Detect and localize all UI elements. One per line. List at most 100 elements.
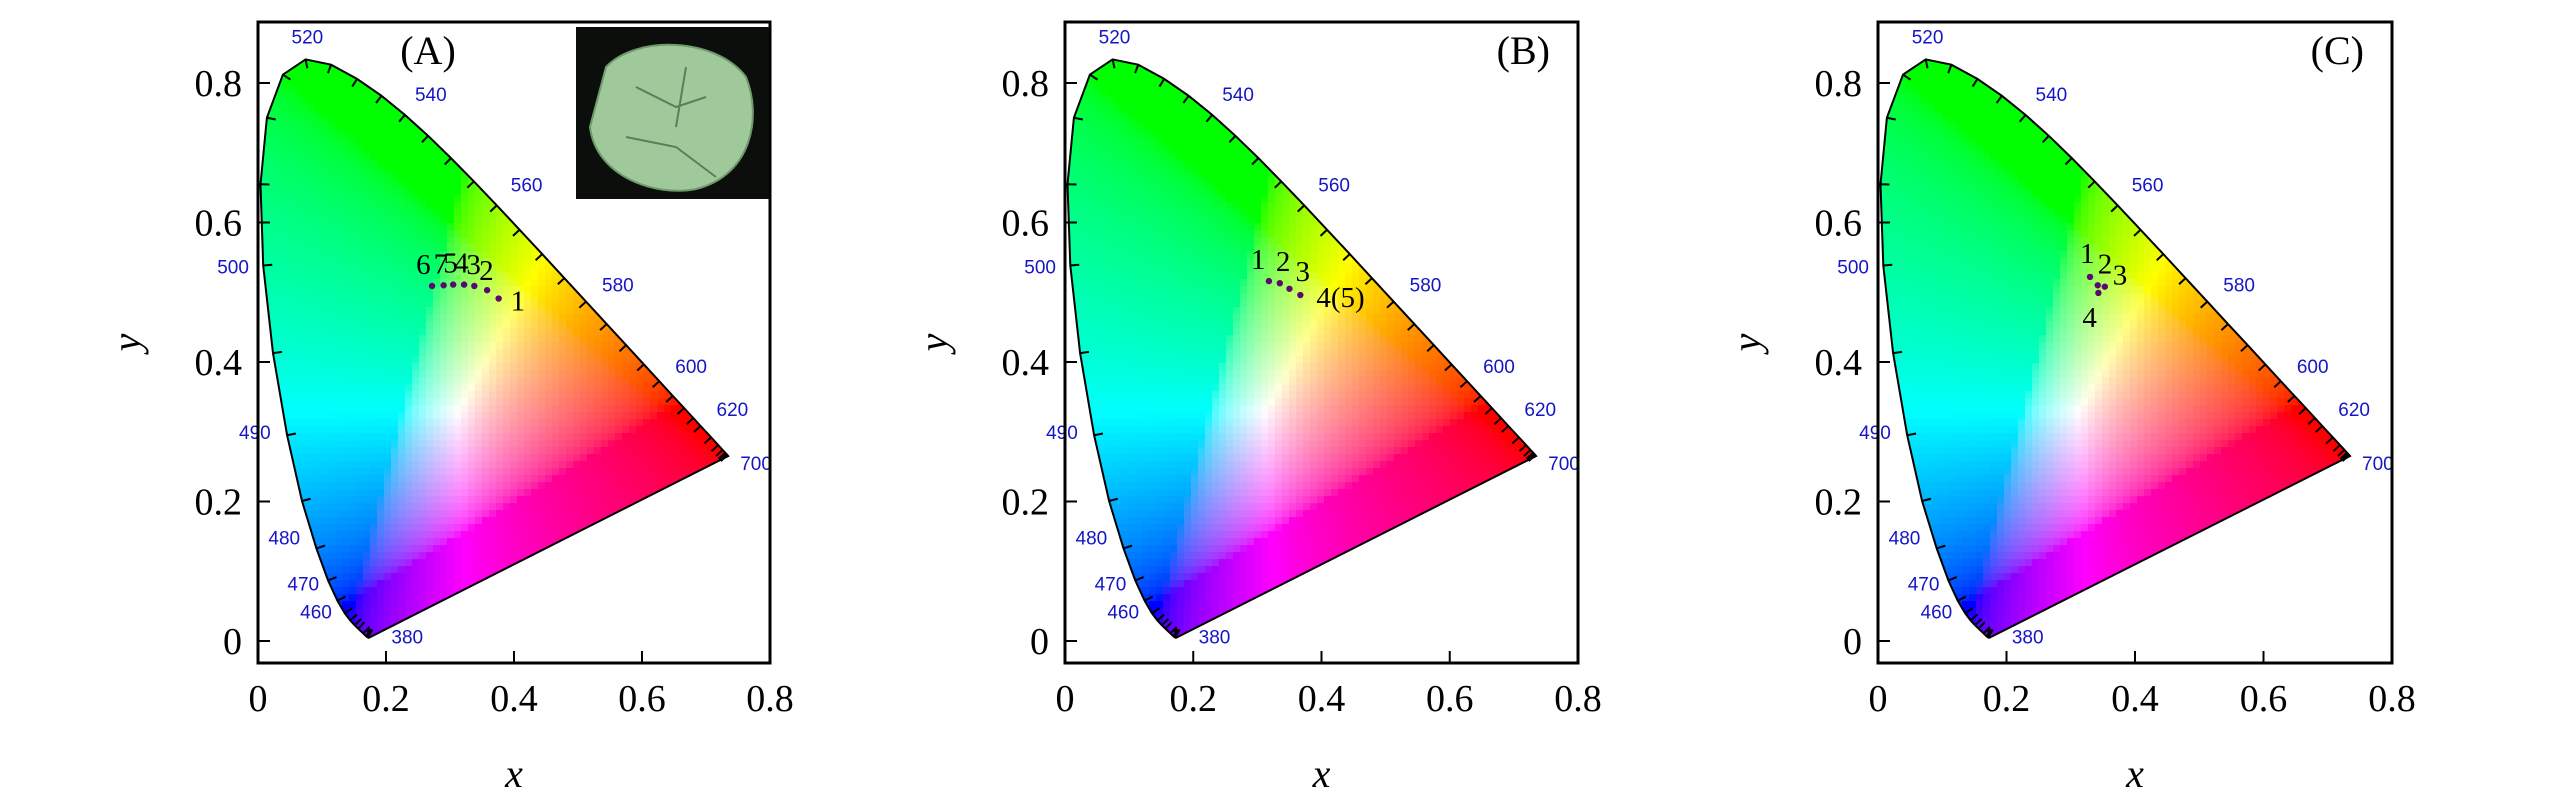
locus-tick	[1525, 451, 1534, 460]
locus-tick	[1156, 613, 1165, 622]
wavelength-label: 700	[1548, 454, 1580, 475]
data-point	[1276, 279, 1284, 287]
locus-tick	[336, 595, 346, 602]
wavelength-label: 480	[1889, 528, 1921, 549]
locus-tick	[1079, 350, 1090, 355]
locus-tick	[1205, 114, 1213, 123]
wavelength-label: 540	[415, 85, 447, 106]
panel-label: (C)	[2311, 28, 2364, 73]
sample-photo-inset	[576, 27, 769, 199]
locus-tick	[1964, 607, 1974, 615]
wavelength-label: 540	[1222, 85, 1254, 106]
locus-tick	[618, 344, 627, 352]
locus-tick	[1985, 628, 1994, 637]
locus-tick	[1093, 432, 1104, 437]
locus-tick	[1982, 626, 1991, 635]
locus-tick	[1070, 263, 1080, 267]
x-axis-title: x	[1312, 751, 1331, 796]
locus-tick	[636, 363, 645, 372]
locus-tick	[1251, 157, 1260, 166]
x-tick-label: 0.6	[618, 678, 666, 720]
locus-tick	[2240, 344, 2249, 352]
locus-tick	[1444, 363, 1453, 372]
locus-tick	[534, 253, 543, 261]
wavelength-label: 560	[2132, 175, 2164, 196]
y-tick-label: 0	[1030, 621, 1049, 663]
data-point-label: 2	[479, 255, 494, 287]
locus-tick	[1134, 64, 1140, 74]
locus-tick	[2307, 417, 2316, 425]
locus-tick	[2178, 277, 2187, 286]
locus-tick	[266, 116, 276, 121]
data-point-label: 4(5)	[1316, 282, 1364, 314]
data-point-label: 1	[1251, 244, 1266, 276]
wavelength-label: 480	[268, 528, 300, 549]
y-tick-label: 0	[223, 621, 242, 663]
wavelength-label: 520	[1912, 27, 1944, 48]
panel-label: (A)	[400, 28, 456, 73]
wavelength-label: 560	[511, 175, 543, 196]
locus-tick	[1527, 453, 1536, 461]
wavelength-label: 600	[1483, 357, 1515, 378]
locus-tick	[1158, 78, 1166, 88]
locus-tick	[1906, 432, 1917, 437]
locus-tick	[1108, 497, 1119, 502]
wavelength-label: 580	[1410, 276, 1442, 297]
x-tick-label: 0.2	[362, 678, 410, 720]
locus-tick	[2041, 135, 2050, 144]
wavelength-label: 500	[1024, 257, 1056, 278]
locus-tick	[703, 436, 712, 445]
wavelength-label: 460	[1921, 602, 1953, 623]
locus-tick	[2199, 300, 2208, 309]
y-axis-title: y	[1724, 333, 1769, 355]
wavelength-label: 490	[1046, 423, 1078, 444]
x-tick-label: 0.8	[746, 678, 794, 720]
data-point-label: 7	[434, 248, 449, 280]
y-tick-label: 0.6	[1002, 203, 1050, 245]
locus-tick	[1297, 204, 1305, 213]
locus-tick	[1274, 180, 1282, 189]
data-point	[1286, 285, 1293, 292]
wavelength-label: 490	[239, 423, 271, 444]
data-point-label: 3	[1295, 256, 1310, 288]
locus-tick	[282, 73, 291, 81]
wavelength-label: 580	[602, 276, 634, 297]
locus-tick	[1971, 78, 1979, 88]
locus-tick	[1947, 64, 1953, 74]
locus-tick	[651, 380, 660, 389]
locus-tick	[1386, 300, 1395, 309]
locus-tick	[1134, 576, 1145, 582]
data-point	[483, 286, 491, 294]
locus-tick	[578, 300, 587, 309]
wavelength-label: 600	[2297, 357, 2329, 378]
locus-tick	[2220, 323, 2229, 331]
data-point-label: 5	[443, 248, 458, 280]
chart-panel-a: 3804604704804905005205405605806006207000…	[104, 20, 794, 796]
chromaticity-fill	[1067, 59, 1537, 637]
locus-tick	[1364, 277, 1373, 286]
locus-tick	[1902, 73, 1912, 81]
locus-tick	[2337, 449, 2346, 457]
locus-tick	[1459, 380, 1468, 389]
x-tick-label: 0.6	[1426, 678, 1474, 720]
locus-tick	[349, 613, 358, 622]
wavelength-label: 580	[2223, 276, 2255, 297]
locus-tick	[326, 64, 333, 74]
locus-tick	[301, 497, 311, 502]
data-point-label: 1	[511, 286, 526, 318]
x-tick-label: 0	[1056, 678, 1075, 720]
data-point	[1265, 277, 1273, 285]
locus-tick	[1111, 59, 1116, 69]
panel-label: (B)	[1497, 28, 1550, 73]
locus-tick	[599, 323, 608, 331]
locus-tick	[557, 277, 566, 285]
locus-tick	[1073, 116, 1083, 121]
wavelength-label: 620	[1524, 400, 1556, 421]
chart-panel-b: 380 460 470 480 490 500 520 540 560 580 600 620 700 0…	[911, 20, 1602, 796]
locus-tick	[1151, 607, 1160, 615]
locus-tick	[398, 114, 406, 123]
data-point-label: 6	[416, 249, 431, 281]
locus-tick	[1473, 395, 1482, 403]
wavelength-label: 540	[2036, 85, 2068, 106]
locus-tick	[1144, 595, 1154, 602]
